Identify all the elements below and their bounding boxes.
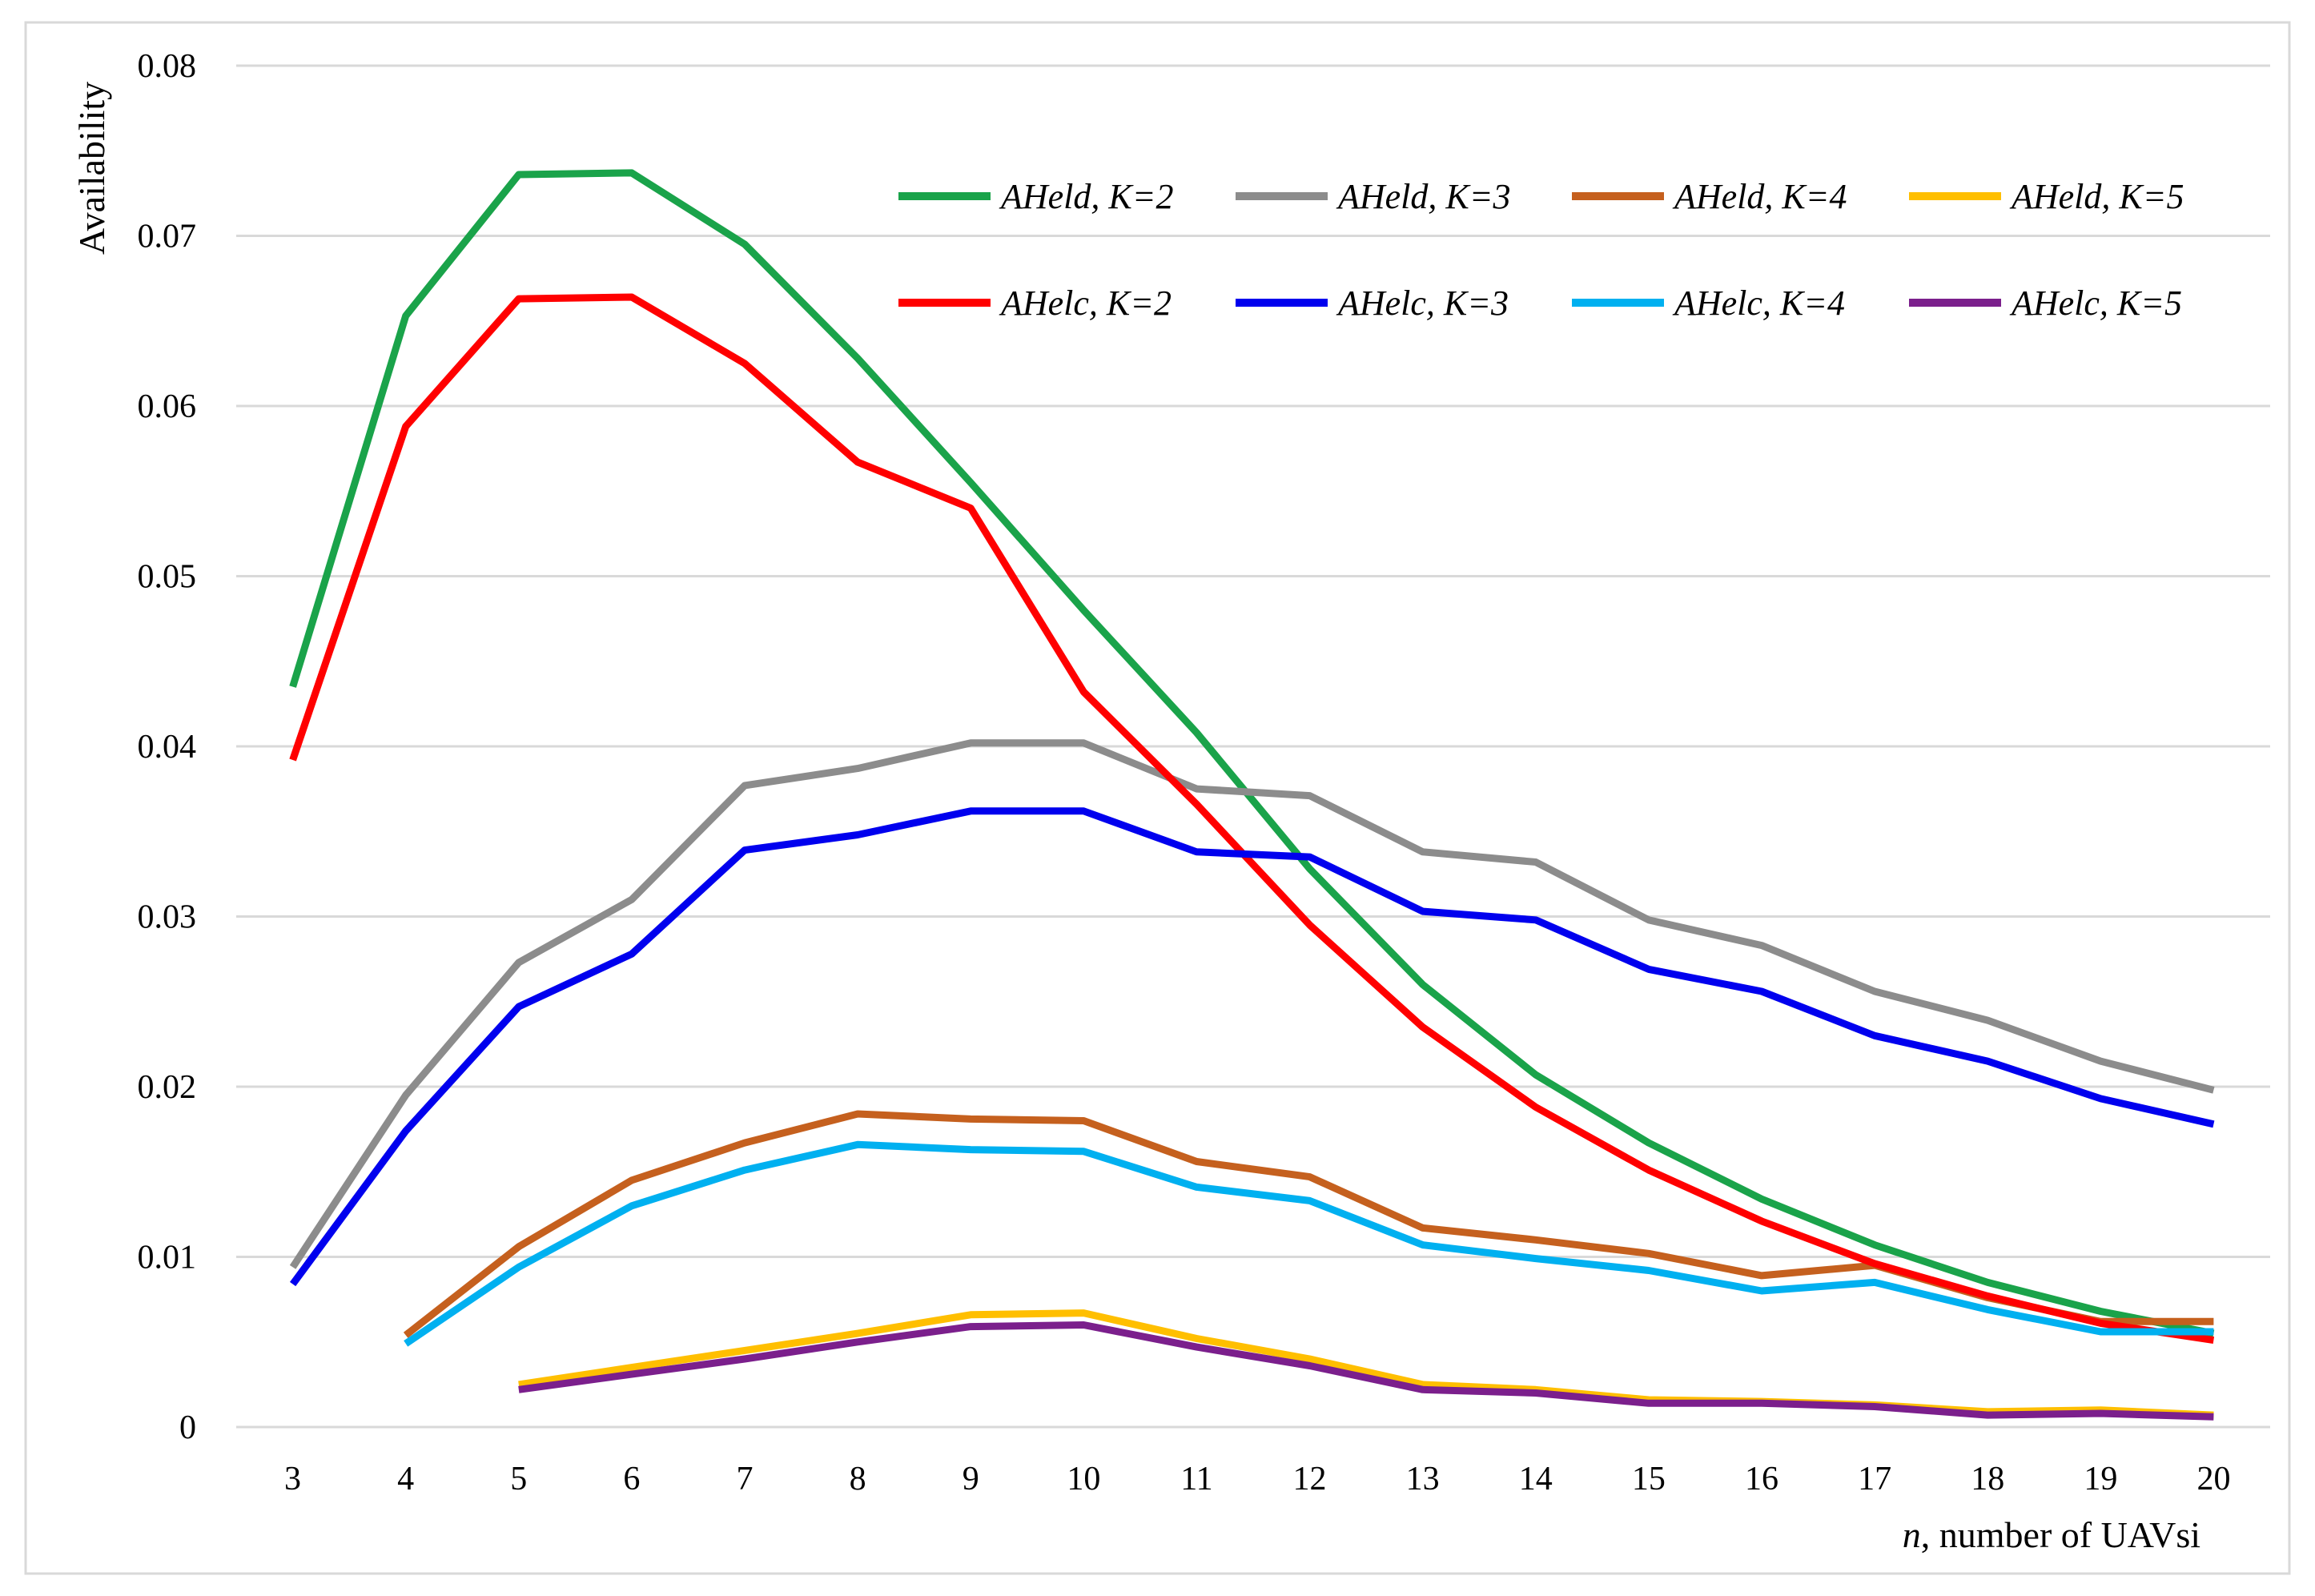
gridlines — [236, 64, 2270, 1429]
legend-label: AHelc, K=4 — [1672, 283, 1845, 323]
x-tick-label: 11 — [1180, 1461, 1212, 1498]
y-tick-label: 0.02 — [138, 1069, 197, 1106]
x-axis-title-variable: n — [1903, 1514, 1921, 1555]
x-axis-title-text: , number of UAVsi — [1921, 1514, 2200, 1555]
x-tick-label: 14 — [1519, 1461, 1553, 1498]
y-axis-title: Availability — [71, 82, 112, 255]
legend-label: AHelc, K=2 — [999, 283, 1172, 323]
x-tick-label: 16 — [1745, 1461, 1778, 1498]
series-line-2 — [289, 739, 2215, 1269]
legend-label: AHeld, K=4 — [1672, 177, 1847, 216]
x-tick-label: 3 — [284, 1461, 301, 1498]
y-tick-label: 0.04 — [138, 729, 197, 766]
y-tick-label: 0.08 — [138, 48, 197, 85]
y-tick-labels: 0 0.01 0.02 0.03 0.04 0.05 0.06 0.07 0.08 — [138, 48, 197, 1446]
x-tick-label: 6 — [623, 1461, 640, 1498]
legend-label: AHeld, K=2 — [999, 177, 1173, 216]
series-line-5 — [289, 293, 2215, 1345]
x-tick-label: 7 — [737, 1461, 754, 1498]
x-tick-label: 20 — [2196, 1461, 2230, 1498]
series-line-8 — [518, 1321, 2214, 1421]
x-tick-label: 19 — [2084, 1461, 2117, 1498]
x-tick-label: 17 — [1858, 1461, 1891, 1498]
y-tick-label: 0.06 — [138, 388, 197, 425]
series-line-1 — [289, 169, 2215, 1337]
legend-label: AHeld, K=5 — [2009, 177, 2184, 216]
x-tick-label: 5 — [510, 1461, 527, 1498]
x-tick-label: 8 — [850, 1461, 866, 1498]
legend: AHeld, K=2 AHeld, K=3 AHeld, K=4 AHeld, K=5… — [898, 177, 2184, 323]
legend-label: AHelc, K=3 — [1336, 283, 1509, 323]
legend-label: AHelc, K=5 — [2009, 283, 2182, 323]
x-tick-label: 9 — [963, 1461, 979, 1498]
x-tick-label: 4 — [397, 1461, 414, 1498]
legend-label: AHeld, K=3 — [1336, 177, 1510, 216]
series-lines — [289, 169, 2215, 1421]
y-tick-label: 0.05 — [138, 559, 197, 596]
y-tick-label: 0.01 — [138, 1240, 197, 1276]
y-tick-label: 0.07 — [138, 219, 197, 255]
y-tick-label: 0.03 — [138, 899, 197, 936]
series-line-6 — [289, 807, 2215, 1287]
y-tick-label: 0 — [179, 1409, 196, 1446]
x-tick-label: 10 — [1067, 1461, 1100, 1498]
x-tick-label: 12 — [1293, 1461, 1327, 1498]
x-axis-title: n, number of UAVsi — [1903, 1514, 2200, 1555]
chart-border — [24, 21, 2291, 1575]
x-tick-label: 13 — [1406, 1461, 1440, 1498]
series-line-7 — [404, 1140, 2214, 1347]
x-tick-labels: 3 4 5 6 7 8 9 10 11 12 13 14 15 16 17 18 19 20 — [284, 1461, 2230, 1498]
x-tick-label: 18 — [1971, 1461, 2004, 1498]
x-tick-label: 15 — [1632, 1461, 1666, 1498]
